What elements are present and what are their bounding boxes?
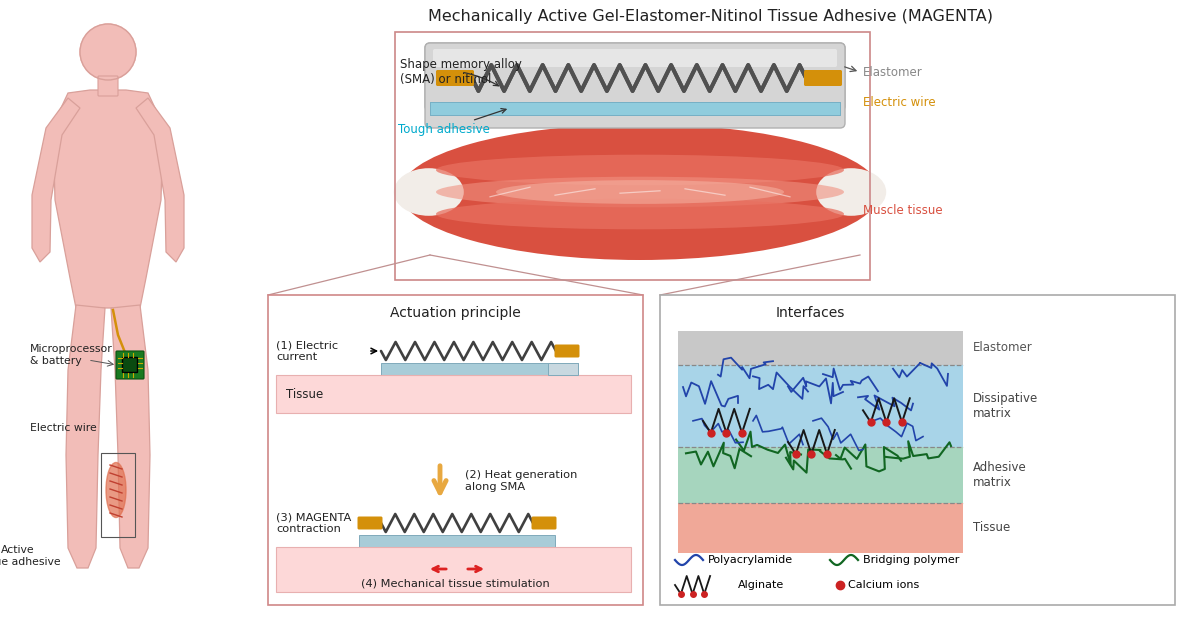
FancyBboxPatch shape xyxy=(98,76,118,96)
FancyBboxPatch shape xyxy=(678,365,964,447)
FancyBboxPatch shape xyxy=(532,517,557,530)
FancyBboxPatch shape xyxy=(678,447,964,503)
FancyBboxPatch shape xyxy=(678,331,964,365)
FancyBboxPatch shape xyxy=(433,49,838,67)
FancyBboxPatch shape xyxy=(276,547,631,592)
Polygon shape xyxy=(112,305,150,568)
FancyBboxPatch shape xyxy=(382,363,578,375)
Text: Adhesive
matrix: Adhesive matrix xyxy=(973,461,1027,489)
FancyBboxPatch shape xyxy=(359,535,554,547)
Text: Mechanically Active Gel-Elastomer-Nitinol Tissue Adhesive (MAGENTA): Mechanically Active Gel-Elastomer-Nitino… xyxy=(427,9,992,24)
Text: Microprocessor
& battery: Microprocessor & battery xyxy=(30,344,113,366)
FancyBboxPatch shape xyxy=(358,517,383,530)
Text: Elastomer: Elastomer xyxy=(973,342,1033,355)
Ellipse shape xyxy=(436,199,844,229)
Text: Dissipative
matrix: Dissipative matrix xyxy=(973,392,1038,420)
FancyBboxPatch shape xyxy=(268,295,643,605)
FancyBboxPatch shape xyxy=(276,375,631,413)
Text: Electric wire: Electric wire xyxy=(30,423,97,433)
Text: Bridging polymer: Bridging polymer xyxy=(863,555,959,565)
FancyBboxPatch shape xyxy=(430,102,840,115)
Text: Active
tissue adhesive: Active tissue adhesive xyxy=(0,545,60,566)
Text: Tissue: Tissue xyxy=(973,521,1010,534)
Polygon shape xyxy=(136,98,184,262)
Ellipse shape xyxy=(816,168,886,216)
Ellipse shape xyxy=(436,177,844,207)
Polygon shape xyxy=(53,90,163,308)
Polygon shape xyxy=(66,305,106,568)
Ellipse shape xyxy=(436,155,844,185)
Text: Electric wire: Electric wire xyxy=(863,96,936,109)
Ellipse shape xyxy=(400,124,880,260)
Text: (4) Mechanical tissue stimulation: (4) Mechanical tissue stimulation xyxy=(361,578,550,588)
Text: Alginate: Alginate xyxy=(738,580,785,590)
Text: (1) Electric
current: (1) Electric current xyxy=(276,340,338,362)
Text: Muscle tissue: Muscle tissue xyxy=(863,204,943,217)
FancyBboxPatch shape xyxy=(660,295,1175,605)
FancyBboxPatch shape xyxy=(554,345,580,358)
Ellipse shape xyxy=(106,463,126,517)
Text: Actuation principle: Actuation principle xyxy=(390,306,521,320)
Text: Interfaces: Interfaces xyxy=(775,306,845,320)
Text: Polyacrylamide: Polyacrylamide xyxy=(708,555,793,565)
Ellipse shape xyxy=(394,168,463,216)
FancyBboxPatch shape xyxy=(804,70,842,86)
FancyBboxPatch shape xyxy=(436,70,474,86)
Text: (3) MAGENTA
contraction: (3) MAGENTA contraction xyxy=(276,512,352,534)
FancyBboxPatch shape xyxy=(678,503,964,553)
FancyBboxPatch shape xyxy=(116,351,144,379)
FancyBboxPatch shape xyxy=(122,358,138,373)
FancyBboxPatch shape xyxy=(548,363,578,375)
Text: Shape memory alloy
(SMA) or nitinol: Shape memory alloy (SMA) or nitinol xyxy=(400,58,522,86)
FancyBboxPatch shape xyxy=(425,43,845,111)
Text: Tough adhesive: Tough adhesive xyxy=(398,109,506,137)
Text: (2) Heat generation
along SMA: (2) Heat generation along SMA xyxy=(466,470,577,492)
Ellipse shape xyxy=(496,180,784,204)
Text: Calcium ions: Calcium ions xyxy=(848,580,919,590)
Text: Tissue: Tissue xyxy=(286,388,323,401)
FancyBboxPatch shape xyxy=(430,102,840,115)
FancyBboxPatch shape xyxy=(425,43,845,128)
Circle shape xyxy=(80,24,136,80)
Text: Elastomer: Elastomer xyxy=(863,65,923,78)
FancyBboxPatch shape xyxy=(433,49,838,67)
FancyBboxPatch shape xyxy=(436,70,474,86)
FancyBboxPatch shape xyxy=(804,70,842,86)
Polygon shape xyxy=(32,98,80,262)
